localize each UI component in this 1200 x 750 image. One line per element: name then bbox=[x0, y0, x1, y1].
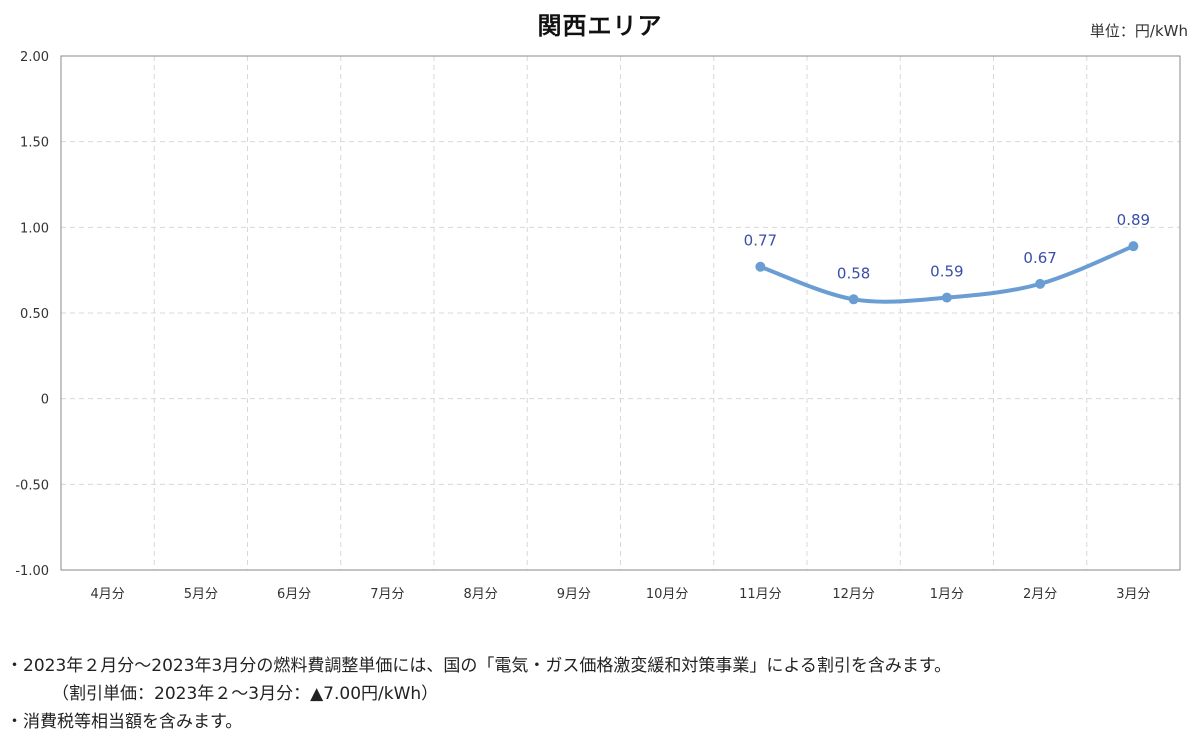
data-point bbox=[941, 292, 952, 303]
y-tick-label: 1.50 bbox=[20, 136, 49, 151]
data-label: 0.89 bbox=[1117, 211, 1150, 229]
data-point bbox=[755, 261, 766, 272]
plot-area-border bbox=[60, 55, 1181, 571]
y-tick-label: -1.00 bbox=[15, 564, 49, 579]
data-point bbox=[1035, 278, 1046, 289]
x-tick-label: 4月分 bbox=[90, 587, 124, 602]
note-discount: ・2023年２月分～2023年3月分の燃料費調整単価には、国の「電気・ガス価格激… bbox=[6, 656, 952, 676]
chart-title: 関西エリア bbox=[537, 12, 663, 40]
x-tick-label: 6月分 bbox=[277, 587, 311, 602]
x-tick-label: 9月分 bbox=[557, 587, 591, 602]
y-tick-label: 0 bbox=[41, 393, 49, 408]
x-tick-label: 3月分 bbox=[1116, 587, 1150, 602]
x-tick-label: 12月分 bbox=[832, 587, 875, 602]
data-label: 0.67 bbox=[1023, 249, 1056, 267]
y-tick-label: -0.50 bbox=[15, 478, 49, 493]
x-tick-label: 1月分 bbox=[930, 587, 964, 602]
x-tick-label: 10月分 bbox=[646, 587, 689, 602]
note-discount-unit: （割引単価：2023年２～3月分：▲7.00円/kWh） bbox=[52, 684, 439, 704]
notes: ・2023年２月分～2023年3月分の燃料費調整単価には、国の「電気・ガス価格激… bbox=[6, 652, 951, 736]
x-tick-label: 7月分 bbox=[370, 587, 404, 602]
y-tick-label: 2.00 bbox=[20, 50, 49, 65]
data-point bbox=[848, 294, 859, 305]
x-tick-label: 2月分 bbox=[1023, 587, 1057, 602]
data-label: 0.77 bbox=[744, 232, 777, 250]
x-tick-label: 5月分 bbox=[184, 587, 218, 602]
data-label: 0.58 bbox=[837, 264, 870, 282]
y-tick-label: 0.50 bbox=[20, 307, 49, 322]
data-label: 0.59 bbox=[930, 263, 963, 281]
y-tick-label: 1.00 bbox=[20, 221, 49, 236]
note-tax: ・消費税等相当額を含みます。 bbox=[6, 712, 243, 732]
line-chart: -1.00 -0.50 0 0.50 1.00 1.50 2.00 4月分 5月分 6月分 7月分 8… bbox=[15, 50, 1181, 602]
x-tick-label: 8月分 bbox=[463, 587, 497, 602]
data-point bbox=[1128, 241, 1139, 252]
unit-label: 単位：円/kWh bbox=[1089, 22, 1188, 40]
x-tick-label: 11月分 bbox=[739, 587, 782, 602]
